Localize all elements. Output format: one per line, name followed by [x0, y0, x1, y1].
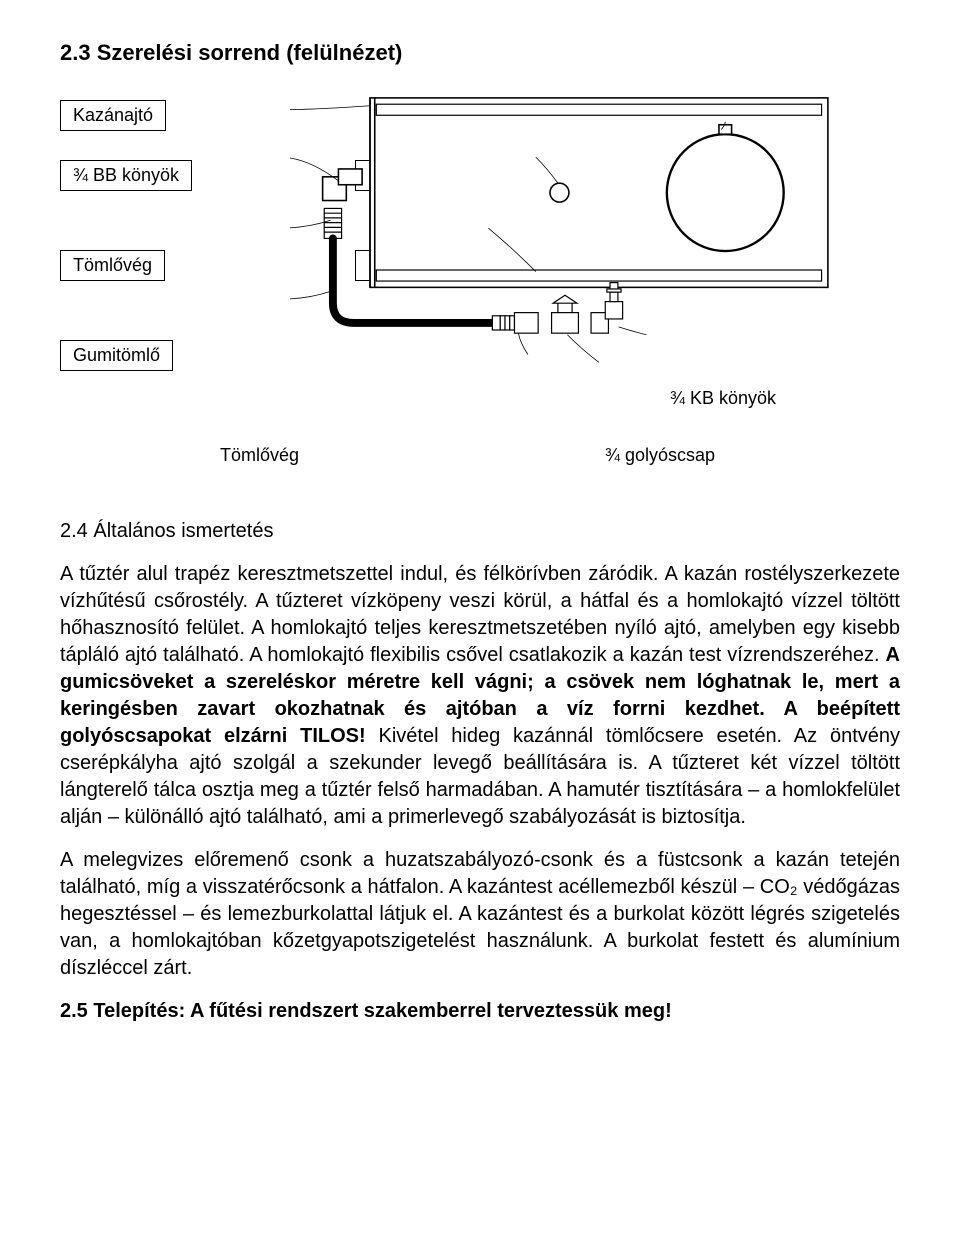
label-tomloveg-1: Tömlővég — [60, 250, 165, 281]
paragraph-1: A tűztér alul trapéz keresztmetszettel i… — [60, 561, 900, 831]
section-2-4-heading: 2.4 Általános ismertetés — [60, 520, 900, 543]
boiler-svg — [290, 90, 900, 390]
section-2-5: 2.5 Telepítés: A fűtési rendszert szakem… — [60, 998, 680, 1025]
section-title: 2.3 Szerelési sorrend (felülnézet) — [60, 40, 900, 66]
label-tomloveg-2: Tömlővég — [220, 445, 299, 466]
label-kb-konyok: ¾ KB könyök — [670, 388, 776, 409]
label-kazanajto: Kazánajtó — [60, 100, 166, 131]
para1-text-1: A tűztér alul trapéz keresztmetszettel i… — [60, 563, 900, 666]
label-gumitomlo: Gumitömlő — [60, 340, 173, 371]
paragraph-2: A melegvizes előremenő csonk a huzatszab… — [60, 847, 900, 982]
label-golyoscsap: ¾ golyóscsap — [605, 445, 715, 466]
assembly-diagram: Kazánajtó ¾ BB könyök Tömlővég Gumitömlő… — [60, 90, 900, 490]
label-bb-konyok: ¾ BB könyök — [60, 160, 192, 191]
